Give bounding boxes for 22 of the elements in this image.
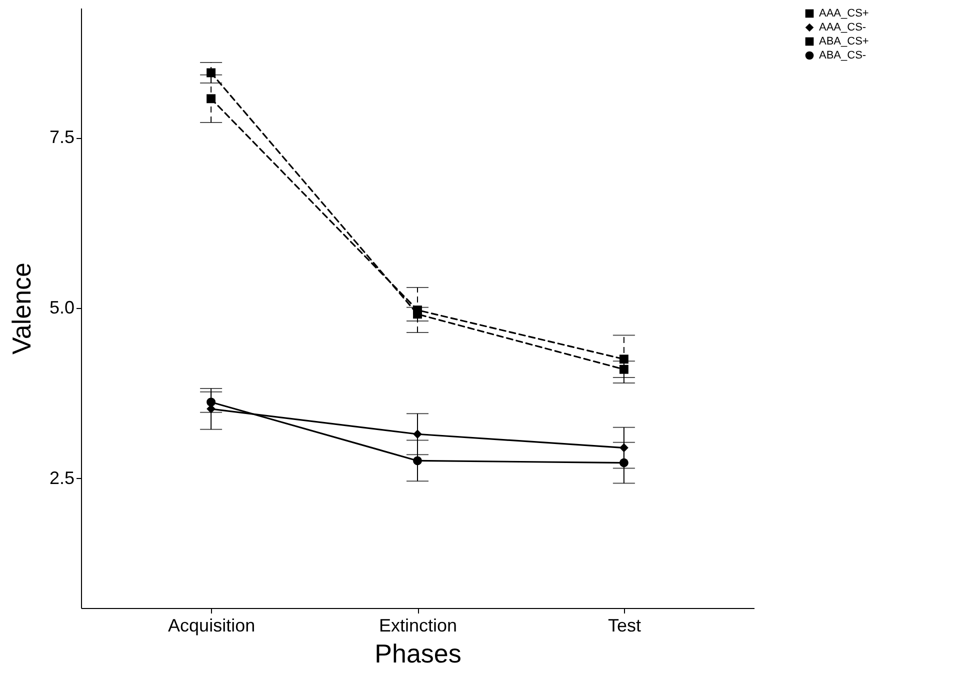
y-tick-label: 2.5 [49, 468, 74, 488]
x-tick-label: Test [608, 616, 641, 636]
y-tick-label: 7.5 [49, 127, 74, 148]
legend-label: AAA_CS- [819, 22, 866, 34]
point [619, 364, 628, 374]
point [206, 68, 216, 78]
point [413, 430, 422, 439]
x-tick-label: Extinction [378, 616, 458, 636]
point [413, 310, 422, 319]
y-tick-label: 5.0 [49, 298, 74, 318]
x-axis-title: Phases [374, 638, 462, 668]
legend-label: AAA_CS+ [819, 8, 869, 20]
point [413, 456, 422, 466]
point [206, 398, 216, 407]
legend-label: ABA_CS- [819, 50, 866, 62]
x-tick-label: Acquisition [168, 616, 256, 636]
point [619, 354, 628, 364]
point [206, 94, 216, 104]
y-axis-title: Valence [6, 262, 36, 355]
legend-label: ABA_CS+ [819, 36, 869, 48]
point [619, 458, 628, 468]
point [619, 443, 628, 452]
